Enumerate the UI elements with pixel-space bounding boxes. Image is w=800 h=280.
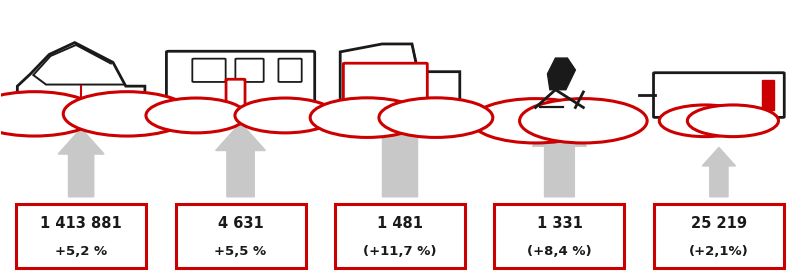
Circle shape: [519, 99, 647, 143]
Text: +5,2 %: +5,2 %: [55, 245, 107, 258]
Circle shape: [379, 98, 493, 137]
Text: 1 413 881: 1 413 881: [40, 216, 122, 231]
Circle shape: [310, 98, 424, 137]
Polygon shape: [58, 129, 104, 197]
Polygon shape: [18, 43, 145, 118]
FancyBboxPatch shape: [16, 204, 146, 267]
Circle shape: [0, 92, 98, 136]
Text: (+11,7 %): (+11,7 %): [363, 245, 437, 258]
FancyBboxPatch shape: [235, 59, 264, 82]
Text: +5,5 %: +5,5 %: [214, 245, 266, 258]
Circle shape: [63, 92, 191, 136]
Polygon shape: [702, 147, 735, 197]
FancyBboxPatch shape: [654, 73, 784, 117]
FancyBboxPatch shape: [192, 59, 226, 82]
FancyBboxPatch shape: [278, 59, 302, 82]
Polygon shape: [368, 102, 432, 197]
Circle shape: [687, 105, 778, 137]
Text: 1 481: 1 481: [377, 216, 423, 231]
FancyBboxPatch shape: [762, 80, 774, 111]
Text: 4 631: 4 631: [218, 216, 263, 231]
Text: (+8,4 %): (+8,4 %): [527, 245, 592, 258]
FancyBboxPatch shape: [175, 204, 306, 267]
Circle shape: [659, 105, 750, 137]
FancyBboxPatch shape: [335, 204, 465, 267]
FancyBboxPatch shape: [166, 51, 314, 116]
FancyBboxPatch shape: [343, 63, 427, 104]
Circle shape: [472, 99, 599, 143]
FancyBboxPatch shape: [494, 204, 625, 267]
Text: 25 219: 25 219: [691, 216, 747, 231]
Polygon shape: [532, 116, 586, 197]
Circle shape: [146, 98, 246, 133]
FancyBboxPatch shape: [654, 204, 784, 267]
Circle shape: [235, 98, 335, 133]
Polygon shape: [216, 123, 266, 197]
Polygon shape: [547, 58, 575, 90]
Polygon shape: [340, 44, 460, 119]
Text: (+2,1%): (+2,1%): [689, 245, 749, 258]
FancyBboxPatch shape: [226, 79, 245, 116]
Text: 1 331: 1 331: [537, 216, 582, 231]
